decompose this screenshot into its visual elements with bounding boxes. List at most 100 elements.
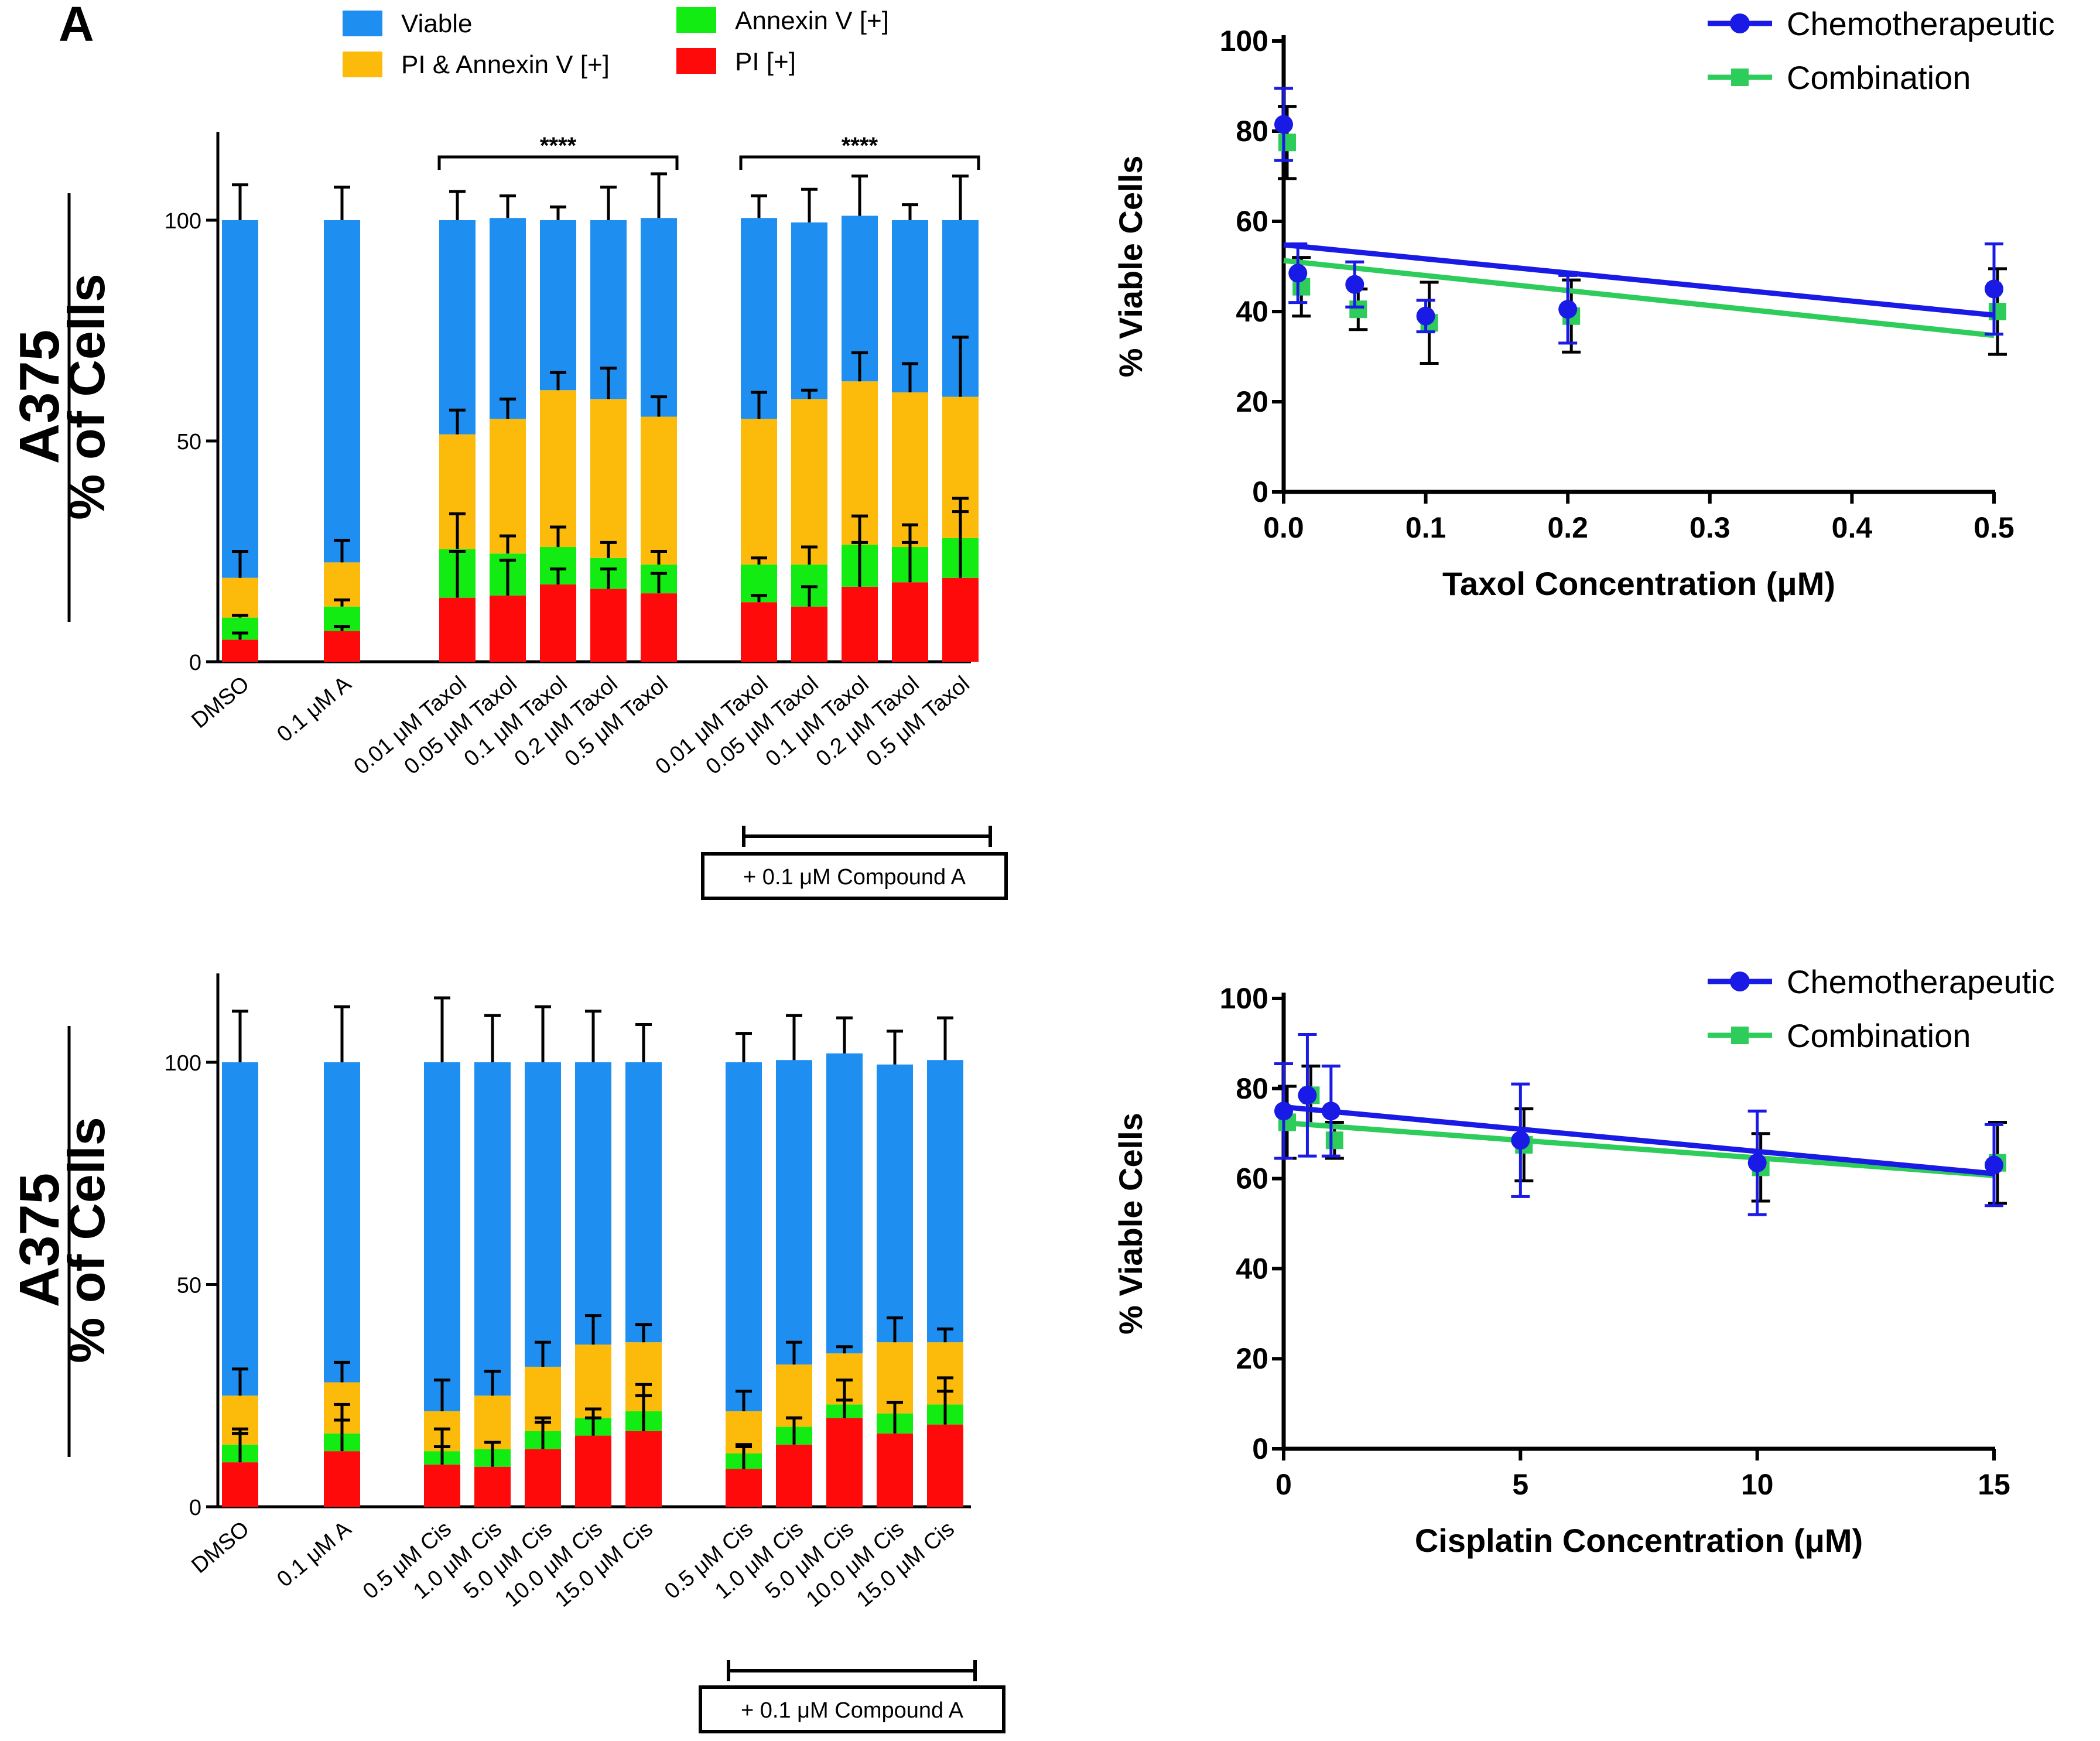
bar-segment-pi [877, 1433, 913, 1507]
legend-item-viable: Viable [343, 9, 473, 38]
y-tick-label: 50 [177, 430, 201, 454]
x-tick-label: 5 [1512, 1468, 1528, 1501]
significance-stars: **** [540, 133, 577, 159]
data-point-chemo [1558, 300, 1578, 319]
y-tick-label: 100 [1220, 25, 1268, 57]
bar-segment-pi [927, 1424, 963, 1507]
bar-segment-viable [525, 1062, 561, 1367]
fit-line-combo [1283, 258, 1995, 338]
y-tick-label: 80 [1236, 115, 1268, 148]
y-tick-label: 100 [1220, 982, 1268, 1015]
y-tick-label: 50 [177, 1274, 201, 1298]
y-tick-label: 40 [1236, 1252, 1268, 1285]
data-point-chemo [1288, 264, 1308, 283]
legend-label-pi: PI [+] [735, 47, 796, 76]
y-tick-label: 0 [1252, 476, 1268, 508]
bar-segment-pi [474, 1466, 511, 1507]
y-tick-label: 60 [1236, 1162, 1268, 1195]
legend-swatch-pi [676, 48, 716, 74]
bar-segment-pi [741, 602, 777, 662]
significance-bracket [739, 155, 980, 170]
significance-bracket [437, 155, 679, 170]
row-label: A375 [8, 1173, 71, 1308]
bar-segment-pi [424, 1464, 460, 1507]
bar-segment-pi_annexin [776, 1364, 812, 1427]
data-point-combo [1325, 1131, 1343, 1150]
data-point-combo [1278, 134, 1296, 152]
data-point-chemo [1416, 306, 1435, 326]
bar-segment-viable [324, 1062, 360, 1383]
bar-segment-pi [892, 582, 928, 662]
x-tick-label: 15 [1978, 1468, 2010, 1501]
bar-segment-pi [625, 1431, 662, 1507]
bar-segment-viable [625, 1062, 662, 1343]
y-tick-label: 20 [1236, 385, 1268, 418]
bar-segment-pi_annexin [474, 1395, 511, 1449]
y-tick-label: 0 [189, 651, 201, 675]
legend-marker-chemo [1730, 13, 1750, 33]
bar-segment-pi_annexin [490, 419, 526, 554]
bar-segment-viable [474, 1062, 511, 1396]
fit-line-chemo [1283, 242, 1995, 318]
taxol-viability-line-chart: 0 20 40 60 80 100 0.0 0.1 0.2 0.3 0.4 0.5 Taxol Conc… [1112, 5, 2055, 602]
bar-segment-pi [776, 1444, 812, 1507]
x-tick-label: 0.5 [1974, 511, 2015, 544]
legend-swatch-viable [343, 11, 382, 36]
legend-marker-combo [1731, 69, 1749, 86]
group-label-box [699, 1685, 1005, 1733]
bar-segment-viable [927, 1060, 963, 1343]
bar-segment-viable [439, 220, 476, 435]
bar-segment-viable [776, 1060, 812, 1365]
x-tick-label: 0.4 [1832, 511, 1873, 544]
bar-segment-pi [222, 1462, 258, 1507]
y-axis-label: % of Cells [57, 273, 115, 520]
bar-segment-viable [490, 218, 526, 419]
bar-segment-viable [641, 218, 677, 417]
legend-item-annexin: Annexin V [+] [676, 6, 889, 35]
bar-segment-pi [324, 631, 360, 662]
legend-label-chemo: Chemotherapeutic [1787, 963, 2055, 1000]
bar-segment-viable [424, 1062, 460, 1411]
y-axis-label: % Viable Cells [1112, 1113, 1149, 1335]
bar-segment-viable [222, 220, 258, 578]
data-point-chemo [1747, 1153, 1767, 1172]
x-axis-label: Taxol Concentration (μM) [1442, 565, 1835, 602]
data-point-chemo [1321, 1102, 1340, 1121]
y-tick-label: 100 [165, 1051, 201, 1076]
legend-marker-combo [1731, 1027, 1749, 1044]
bar-segment-pi_annexin [641, 416, 677, 565]
bar-segment-pi_annexin [590, 399, 627, 558]
bar-segment-pi [324, 1451, 360, 1507]
bar-segment-viable [877, 1064, 913, 1343]
x-tick-label: 0.0 [1263, 511, 1304, 544]
data-point-chemo [1298, 1086, 1317, 1105]
legend-label-combo: Combination [1787, 59, 1971, 96]
significance-stars: **** [842, 133, 878, 159]
fit-line-chemo [1283, 1104, 1995, 1176]
data-point-chemo [1274, 115, 1293, 134]
legend-label-combo: Combination [1787, 1017, 1971, 1054]
bar-segment-pi [575, 1435, 611, 1507]
y-tick-label: 100 [165, 209, 201, 234]
legend-label-pi-annexin: PI & Annexin V [+] [401, 50, 610, 79]
bar-segment-viable [826, 1053, 863, 1354]
legend-label-viable: Viable [401, 9, 473, 38]
bar-segment-pi [222, 639, 258, 662]
row-label: A375 [8, 330, 71, 464]
data-point-chemo [1511, 1131, 1530, 1150]
bar-segment-pi_annexin [791, 399, 827, 565]
bar-segment-viable [741, 218, 777, 419]
bar-segment-pi [826, 1418, 863, 1507]
y-tick-label: 0 [189, 1496, 201, 1520]
bar-segment-pi [942, 577, 979, 662]
panel-label: A [59, 0, 94, 52]
bar-segment-pi_annexin [540, 390, 576, 547]
x-tick-label: 0.1 [1405, 511, 1446, 544]
legend-swatch-annexin [676, 7, 716, 33]
bar-segment-pi_annexin [741, 419, 777, 565]
bar-segment-pi [540, 584, 576, 662]
data-point-chemo [1985, 1155, 2003, 1175]
bar-segment-pi [439, 597, 476, 662]
bar-segment-pi_annexin [222, 577, 258, 618]
fit-line-combo [1283, 1120, 1995, 1178]
